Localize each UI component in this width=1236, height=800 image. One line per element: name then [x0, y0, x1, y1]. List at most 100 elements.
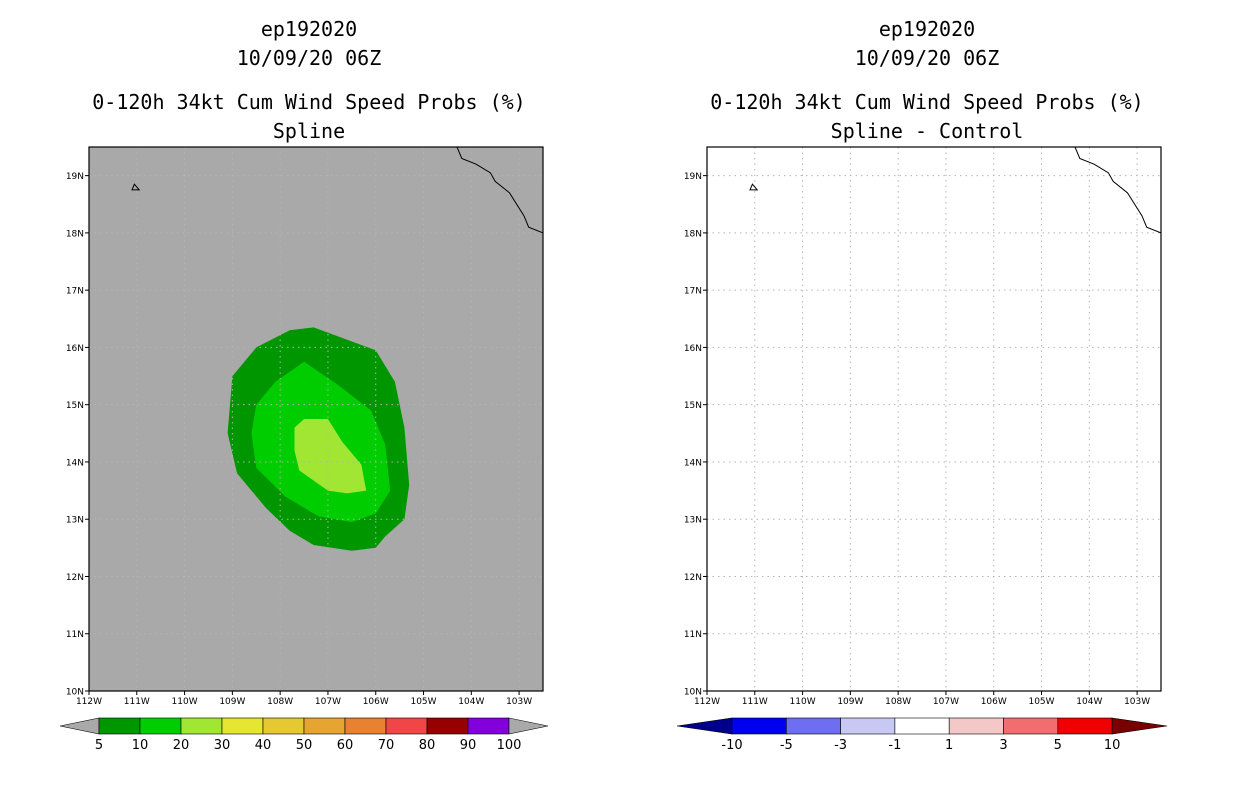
left-chart-title: 0-120h 34kt Cum Wind Speed Probs (%)	[92, 90, 526, 114]
right-x-tick-label: 103W	[1124, 697, 1150, 707]
right-colorbar-segment	[731, 717, 787, 735]
left-x-tick-label: 105W	[410, 697, 436, 707]
left-colorbar-segment	[98, 717, 141, 735]
left-colorbar-label: 5	[95, 738, 103, 753]
right-colorbar-label: 5	[1054, 738, 1062, 753]
left-colorbar-label: 90	[460, 738, 477, 753]
right-y-tick-label: 18N	[684, 229, 702, 239]
right-x-tick-label: 112W	[694, 697, 720, 707]
right-y-tick-label: 13N	[684, 516, 702, 526]
left-colorbar-segment	[385, 717, 428, 735]
right-y-tick-label: 19N	[684, 172, 702, 182]
left-chart-subtitle: Spline	[272, 119, 346, 143]
left-map-frame	[88, 146, 544, 692]
left-colorbar-label: 10	[132, 738, 149, 753]
right-chart-subtitle: Spline - Control	[830, 119, 1024, 143]
left-colorbar-label: 30	[214, 738, 231, 753]
left-colorbar-label: 60	[337, 738, 354, 753]
left-x-tick-label: 106W	[363, 697, 389, 707]
left-colorbar-segment	[426, 717, 469, 735]
left-x-tick-label: 109W	[219, 697, 245, 707]
right-y-tick-label: 11N	[684, 630, 702, 640]
right-x-tick-label: 105W	[1028, 697, 1054, 707]
right-colorbar-segment	[1057, 717, 1113, 735]
left-x-tick-label: 104W	[458, 697, 484, 707]
left-colorbar-segment	[139, 717, 182, 735]
left-y-tick-label: 14N	[66, 458, 84, 468]
right-colorbar-label: 10	[1104, 738, 1121, 753]
left-colorbar-segment	[221, 717, 264, 735]
right-colorbar-label: -10	[721, 738, 742, 753]
right-colorbar-label: -3	[834, 738, 847, 753]
right-colorbar-segment	[948, 717, 1004, 735]
right-colorbar-over-triangle	[1111, 717, 1168, 735]
left-y-tick-label: 12N	[66, 573, 84, 583]
left-colorbar-over-triangle	[508, 717, 549, 735]
left-x-tick-label: 112W	[76, 697, 102, 707]
left-x-tick-label: 110W	[172, 697, 198, 707]
right-colorbar-label: 3	[999, 738, 1007, 753]
left-colorbar-label: 40	[255, 738, 272, 753]
right-colorbar-label: -1	[888, 738, 901, 753]
right-colorbar-segment	[840, 717, 896, 735]
right-colorbar-segment	[1003, 717, 1059, 735]
right-chart-title: 0-120h 34kt Cum Wind Speed Probs (%)	[710, 90, 1144, 114]
right-date: 10/09/20 06Z	[854, 46, 1000, 70]
left-x-tick-label: 107W	[315, 697, 341, 707]
left-colorbar-label: 20	[173, 738, 190, 753]
left-colorbar-label: 100	[497, 738, 522, 753]
right-map-background	[707, 147, 1161, 691]
left-colorbar-segment	[262, 717, 305, 735]
right-y-tick-label: 12N	[684, 573, 702, 583]
right-x-tick-label: 106W	[981, 697, 1007, 707]
right-y-tick-label: 17N	[684, 287, 702, 297]
left-y-tick-label: 11N	[66, 630, 84, 640]
left-date: 10/09/20 06Z	[236, 46, 382, 70]
right-y-tick-label: 14N	[684, 458, 702, 468]
right-x-tick-label: 109W	[837, 697, 863, 707]
right-x-tick-label: 108W	[885, 697, 911, 707]
right-colorbar-under-triangle	[676, 717, 733, 735]
left-y-tick-label: 16N	[66, 344, 84, 354]
right-colorbar-label: 1	[945, 738, 953, 753]
right-y-tick-label: 10N	[684, 688, 702, 698]
left-y-tick-label: 18N	[66, 229, 84, 239]
left-colorbar-segment	[344, 717, 387, 735]
right-colorbar-segment	[894, 717, 950, 735]
left-island	[131, 183, 141, 191]
left-colorbar-label: 80	[419, 738, 436, 753]
left-colorbar: 5 10 20 30 40 50 60 70 80 90 100	[59, 717, 549, 753]
right-x-tick-label: 110W	[790, 697, 816, 707]
right-coastline	[1074, 147, 1161, 234]
left-colorbar-under-triangle	[59, 717, 100, 735]
right-colorbar-label: -5	[780, 738, 793, 753]
left-map-content	[89, 147, 543, 691]
right-map-content	[707, 147, 1161, 691]
right-map-frame	[706, 146, 1162, 692]
left-colorbar-label: 70	[378, 738, 395, 753]
right-colorbar-segment	[785, 717, 841, 735]
left-x-tick-label: 111W	[124, 697, 150, 707]
left-map: 112W 111W 110W 109W 108W 107W 106W 105W 104W 103W…	[66, 146, 544, 707]
left-colorbar-segment	[303, 717, 346, 735]
left-contour-20-30	[294, 419, 367, 494]
left-coastline	[456, 147, 543, 234]
left-y-tick-label: 17N	[66, 287, 84, 297]
right-x-tick-label: 111W	[742, 697, 768, 707]
right-map: 112W 111W 110W 109W 108W 107W 106W 105W 104W 103W…	[684, 146, 1162, 707]
left-y-tick-label: 13N	[66, 516, 84, 526]
right-y-tick-label: 15N	[684, 401, 702, 411]
right-island	[749, 183, 759, 191]
right-y-tick-label: 16N	[684, 344, 702, 354]
left-colorbar-segment	[467, 717, 510, 735]
left-colorbar-label: 50	[296, 738, 313, 753]
left-colorbar-segment	[180, 717, 223, 735]
left-x-tick-label: 108W	[267, 697, 293, 707]
right-x-tick-label: 104W	[1076, 697, 1102, 707]
right-storm-id: ep192020	[878, 17, 976, 41]
right-x-tick-label: 107W	[933, 697, 959, 707]
left-y-tick-label: 15N	[66, 401, 84, 411]
left-y-tick-label: 10N	[66, 688, 84, 698]
left-y-tick-label: 19N	[66, 172, 84, 182]
